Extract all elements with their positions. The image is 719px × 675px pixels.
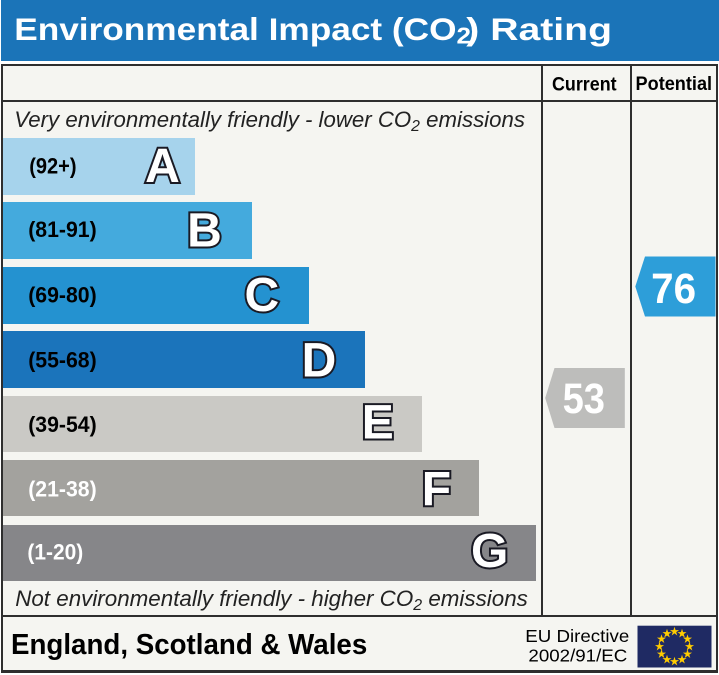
svg-text:(55-68): (55-68) (28, 347, 96, 373)
svg-text:(69-80): (69-80) (28, 282, 96, 308)
svg-text:Current: Current (552, 73, 617, 95)
svg-text:A: A (145, 140, 180, 193)
svg-text:EU Directive: EU Directive (525, 625, 629, 646)
svg-text:2002/91/EC: 2002/91/EC (528, 645, 627, 666)
svg-text:(81-91): (81-91) (28, 217, 96, 243)
svg-text:G: G (471, 525, 508, 578)
svg-text:Environmental Impact (CO2: Environmental Impact (CO2 (14, 13, 471, 50)
svg-text:B: B (187, 205, 222, 258)
svg-text:F: F (422, 463, 451, 516)
svg-text:(39-54): (39-54) (28, 411, 96, 437)
svg-text:(21-38): (21-38) (28, 476, 96, 502)
svg-text:Potential: Potential (636, 72, 713, 94)
svg-text:) Rating: ) Rating (466, 11, 612, 47)
svg-text:(92+): (92+) (29, 154, 76, 178)
svg-text:D: D (302, 335, 337, 388)
svg-text:76: 76 (651, 264, 696, 312)
svg-text:England, Scotland & Wales: England, Scotland & Wales (11, 628, 367, 661)
svg-text:(1-20): (1-20) (27, 539, 83, 565)
svg-text:C: C (244, 269, 279, 322)
svg-text:Not environmentally friendly -: Not environmentally friendly - higher CO… (15, 586, 528, 614)
svg-text:53: 53 (563, 374, 605, 422)
svg-text:Very environmentally friendly: Very environmentally friendly - lower CO… (14, 107, 525, 135)
svg-text:E: E (362, 397, 394, 450)
